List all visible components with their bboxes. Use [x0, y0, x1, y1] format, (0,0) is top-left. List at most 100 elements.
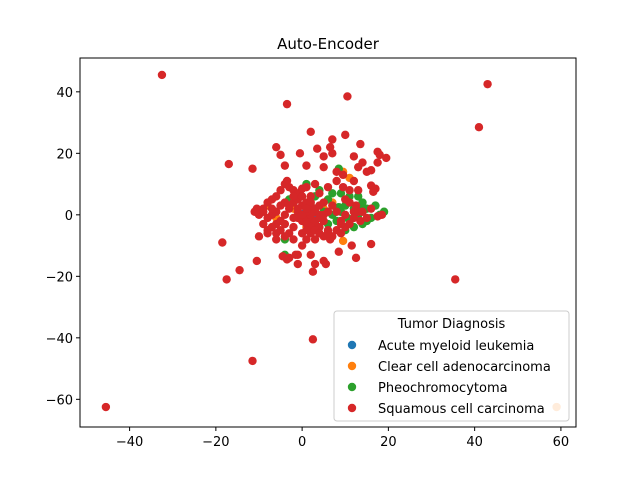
- legend-box: [333, 310, 570, 422]
- legend-label: Pheochromocytoma: [378, 381, 508, 396]
- data-point: [267, 204, 277, 213]
- y-tick-label: 20: [56, 147, 73, 162]
- data-point: [323, 229, 333, 238]
- data-point: [293, 204, 303, 213]
- data-point: [353, 192, 363, 201]
- data-point: [375, 150, 384, 160]
- legend-title: Tumor Diagnosis: [397, 317, 506, 332]
- y-tick-label: −60: [46, 393, 73, 408]
- data-point: [315, 229, 324, 238]
- data-point: [306, 250, 315, 259]
- data-point: [349, 213, 359, 223]
- data-point: [272, 229, 281, 238]
- data-point: [302, 161, 311, 170]
- data-point: [483, 79, 492, 89]
- data-point: [474, 122, 484, 132]
- data-point: [306, 127, 315, 136]
- data-point: [280, 232, 290, 241]
- data-point: [343, 92, 352, 101]
- data-point: [356, 216, 365, 226]
- data-point: [319, 198, 328, 207]
- data-point: [280, 210, 290, 220]
- data-point: [338, 170, 348, 180]
- data-point: [356, 139, 365, 149]
- data-point: [332, 207, 341, 216]
- data-point: [373, 158, 382, 167]
- x-tick-label: −40: [116, 435, 143, 450]
- legend-label: Clear cell adenocarcinoma: [378, 360, 551, 375]
- data-point: [282, 99, 292, 109]
- data-point: [263, 213, 272, 223]
- x-tick-label: 60: [553, 435, 570, 450]
- data-point: [345, 186, 354, 195]
- data-point: [377, 210, 387, 220]
- data-point: [302, 235, 311, 244]
- data-point: [235, 265, 244, 275]
- data-point: [336, 229, 346, 238]
- data-point: [328, 135, 337, 144]
- y-tick-label: 0: [65, 209, 73, 224]
- legend-label: Acute myeloid leukemia: [378, 339, 534, 354]
- data-point: [338, 236, 348, 246]
- data-point: [358, 198, 367, 207]
- data-point: [280, 219, 290, 229]
- data-point: [289, 235, 298, 244]
- x-tick-label: 20: [380, 435, 397, 450]
- data-point: [349, 176, 359, 186]
- data-point: [334, 247, 343, 256]
- y-axis: −60 −40 −20 0 20 40: [46, 86, 80, 408]
- legend-marker: [347, 340, 357, 350]
- legend-entries: Acute myeloid leukemia Clear cell adenoca…: [347, 339, 551, 417]
- x-axis: −40 −20 0 20 40 60: [116, 427, 569, 450]
- data-point: [222, 275, 231, 284]
- data-point: [338, 182, 348, 192]
- data-point: [369, 187, 378, 196]
- data-point: [341, 195, 350, 204]
- data-point: [252, 256, 262, 266]
- data-point: [259, 219, 268, 229]
- data-point: [332, 176, 341, 186]
- data-point: [362, 213, 372, 223]
- data-point: [306, 192, 315, 201]
- data-point: [267, 222, 277, 232]
- data-point: [289, 213, 298, 223]
- y-tick-label: −40: [46, 332, 73, 347]
- data-point: [295, 149, 305, 158]
- data-point: [276, 186, 285, 195]
- data-point: [321, 259, 331, 269]
- data-point: [328, 201, 337, 210]
- data-point: [302, 182, 311, 192]
- data-point: [306, 198, 315, 207]
- data-point: [341, 210, 350, 220]
- data-point: [248, 356, 257, 366]
- data-point: [308, 267, 318, 276]
- data-point: [297, 210, 307, 220]
- data-point: [332, 167, 341, 176]
- data-point: [157, 70, 167, 80]
- legend: Tumor Diagnosis Acute myeloid leukemia Cl…: [333, 310, 570, 422]
- data-point: [315, 189, 324, 198]
- data-point: [276, 150, 285, 160]
- data-point: [248, 164, 257, 173]
- data-point: [254, 232, 264, 241]
- x-tick-label: 0: [298, 435, 306, 450]
- data-point: [323, 182, 333, 192]
- data-point: [313, 144, 322, 153]
- y-tick-label: −20: [46, 270, 73, 285]
- data-point: [319, 210, 328, 220]
- data-point: [302, 204, 311, 213]
- legend-marker: [347, 361, 357, 371]
- plot-frame: [79, 57, 577, 428]
- data-point: [341, 130, 350, 140]
- data-point: [272, 142, 281, 152]
- data-point: [351, 253, 361, 263]
- data-point: [319, 152, 328, 161]
- data-point: [347, 241, 356, 250]
- data-point: [293, 259, 303, 269]
- data-point: [328, 149, 337, 158]
- data-point: [263, 229, 272, 238]
- legend-label: Squamous cell carcinoma: [378, 402, 545, 417]
- x-tick-label: 40: [466, 435, 483, 450]
- data-point: [310, 204, 320, 213]
